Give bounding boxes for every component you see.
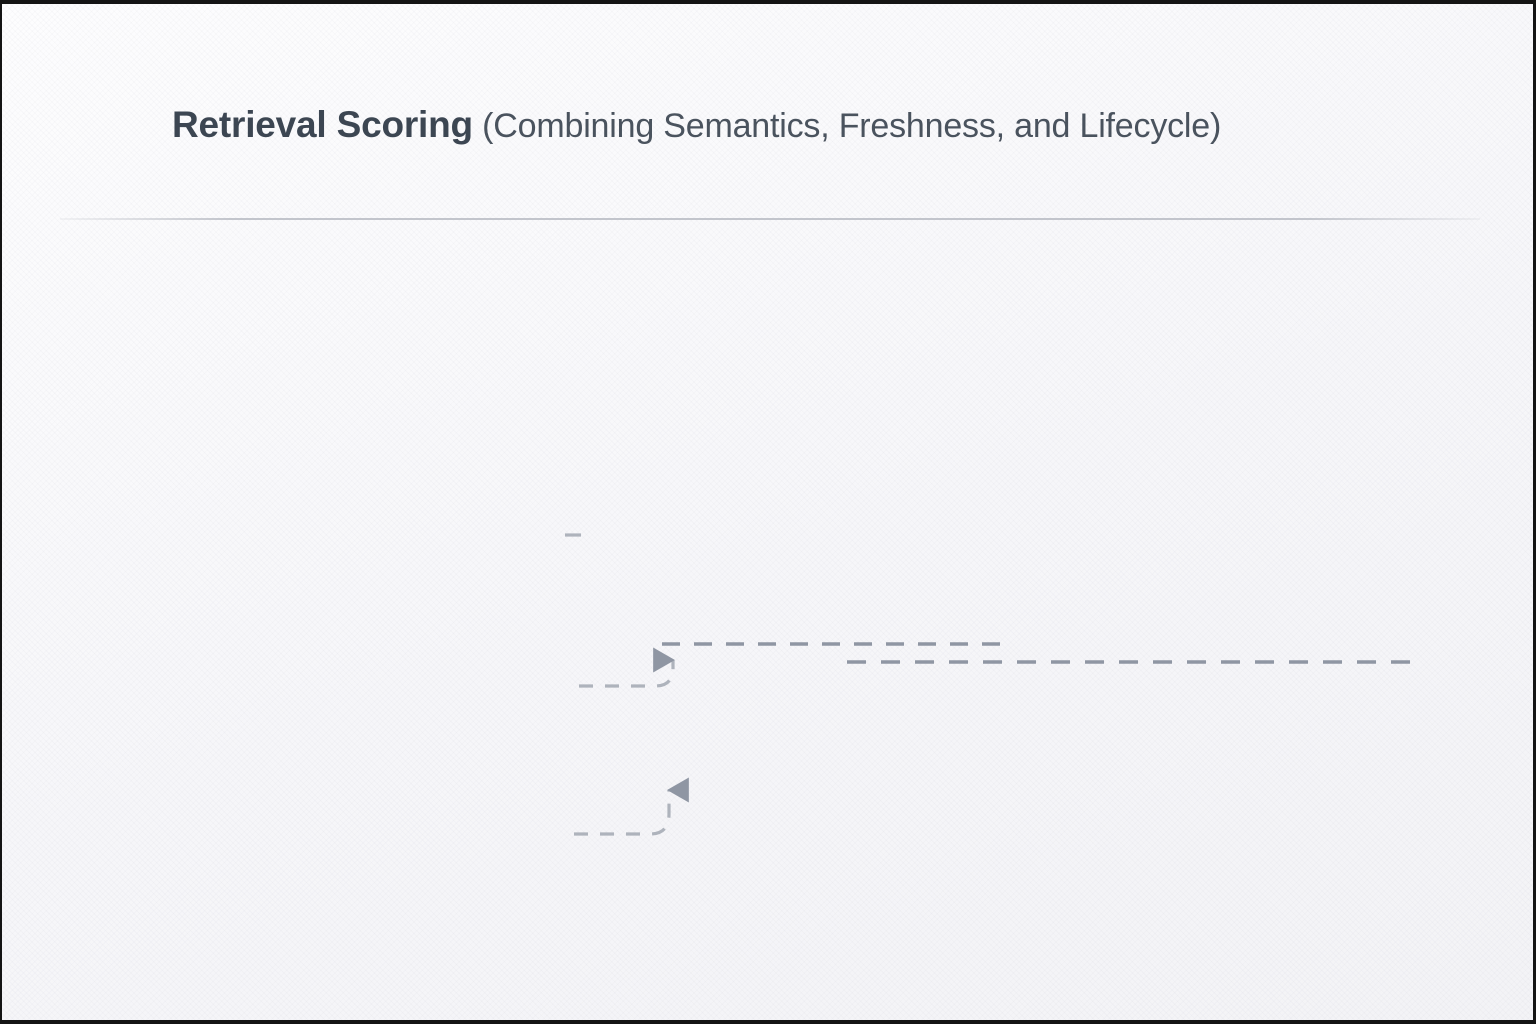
connector-freshness-boost	[579, 647, 675, 688]
page-title: Retrieval Scoring (Combining Semantics, …	[172, 104, 1402, 146]
title-divider	[60, 218, 1480, 220]
page-title-main: Retrieval Scoring	[172, 104, 473, 145]
page-title-subtitle: (Combining Semantics, Freshness, and Lif…	[472, 107, 1222, 145]
connector-sim-score	[565, 533, 1012, 646]
connector-overlay	[565, 533, 1420, 836]
connector-deprecated-penalty	[574, 777, 689, 836]
